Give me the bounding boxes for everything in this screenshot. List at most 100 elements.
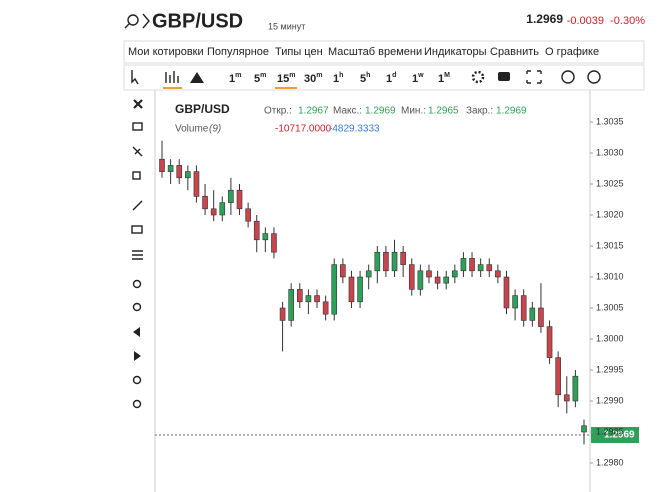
candle-body <box>228 189 234 203</box>
magnet[interactable] <box>132 375 142 385</box>
candle-body <box>253 220 260 241</box>
candle-body <box>495 270 501 278</box>
settings-icon[interactable] <box>471 70 485 84</box>
y-tick-label: 1.3030 <box>596 147 624 157</box>
fullscreen-icon[interactable] <box>526 70 542 84</box>
symbol: GBP/USD <box>152 10 243 32</box>
timeframe[interactable]: 1m <box>229 72 241 85</box>
search-icon[interactable] <box>127 14 139 26</box>
candle-body <box>279 307 286 321</box>
candle-body <box>391 251 398 272</box>
scroll-right[interactable] <box>134 351 141 361</box>
legend-value: 1.2965 <box>428 106 459 117</box>
candle-body <box>365 270 372 278</box>
menu-item[interactable]: О графике <box>545 46 599 58</box>
menu-item[interactable]: Популярное <box>207 46 269 58</box>
candle-body <box>185 171 191 179</box>
timeframe-number: 30 <box>304 73 316 85</box>
search-icon-handle <box>124 23 130 29</box>
line-tool[interactable] <box>132 200 143 211</box>
menu-bar <box>123 40 645 64</box>
y-tick-label: 1.2990 <box>596 395 624 405</box>
candle-body <box>305 295 312 303</box>
volume-label: Volume <box>175 124 209 135</box>
candle-body <box>434 276 441 284</box>
timeframe-number: 1 <box>333 73 339 85</box>
candle-body <box>176 165 183 179</box>
download-icon[interactable] <box>561 70 575 84</box>
candle-body <box>314 295 320 303</box>
candle-body <box>331 264 338 315</box>
candle-body <box>477 264 484 272</box>
candle-body <box>210 208 217 216</box>
candle-body <box>469 258 475 272</box>
volume-value: -4829.3333 <box>329 124 380 135</box>
fib-tool[interactable] <box>132 250 143 260</box>
zoom-out[interactable] <box>132 302 142 312</box>
toolbar <box>123 64 645 91</box>
timeframe[interactable]: 15m <box>277 72 295 85</box>
menu-item[interactable]: Масштаб времени <box>328 46 422 58</box>
scroll-left[interactable] <box>133 327 140 337</box>
timeframe[interactable]: 1w <box>412 72 424 85</box>
legend-label: Откр.: <box>264 106 292 117</box>
timeframe[interactable]: 1d <box>386 72 396 85</box>
legend-value: 1.2967 <box>298 106 329 117</box>
cursor-icon[interactable] <box>131 70 139 85</box>
interval: 15 минут <box>268 21 305 31</box>
timeframe[interactable]: 5m <box>254 72 266 85</box>
candle-body <box>460 258 467 272</box>
y-tick-label: 1.2995 <box>596 364 624 374</box>
candle-body <box>520 295 527 321</box>
y-tick-label: 1.3000 <box>596 333 624 343</box>
timeframe-number: 15 <box>277 73 289 85</box>
candle-body <box>529 307 536 321</box>
timeframe[interactable]: 1h <box>333 72 343 85</box>
candle-body <box>262 233 269 241</box>
legend-symbol: GBP/USD <box>175 102 230 116</box>
timeframe[interactable]: 30m <box>304 72 322 85</box>
y-tick-label: 1.3015 <box>596 240 624 250</box>
reset[interactable] <box>132 399 142 409</box>
timeframe-unit: m <box>260 72 266 79</box>
zoom-in[interactable] <box>132 279 142 289</box>
area-type[interactable] <box>190 72 204 83</box>
candle-body <box>503 276 510 309</box>
legend-label: Мин.: <box>401 106 426 117</box>
rect-tool[interactable] <box>131 225 143 234</box>
camera-icon[interactable] <box>498 72 510 81</box>
menu-item[interactable]: Сравнить <box>490 46 539 58</box>
change: -0.0039 <box>567 15 604 27</box>
menu-item[interactable]: Мои котировки <box>128 46 204 58</box>
upload-icon[interactable] <box>587 70 601 84</box>
candle-body <box>538 307 544 327</box>
candle-body <box>408 264 415 290</box>
candle-body <box>555 357 561 396</box>
last-price-badge <box>591 427 639 443</box>
candle-body <box>486 264 493 272</box>
tool-icon[interactable] <box>132 146 143 157</box>
timeframe[interactable]: 5h <box>360 72 370 85</box>
close-tool[interactable] <box>133 99 143 109</box>
candle-body <box>322 301 329 315</box>
y-tick-label: 1.3035 <box>596 116 624 126</box>
candle-body <box>202 196 208 210</box>
y-tick-label: 1.3020 <box>596 209 624 219</box>
menu-item[interactable]: Типы цен <box>275 46 323 58</box>
candles-type[interactable] <box>165 71 179 83</box>
tool-icon[interactable] <box>132 122 143 131</box>
candle-body <box>159 158 165 172</box>
candle-body <box>452 270 458 278</box>
timeframe-number: 5 <box>254 73 260 85</box>
timeframe-unit: m <box>235 72 241 79</box>
timeframe-number: 5 <box>360 73 366 85</box>
volume-period: (9) <box>209 124 221 135</box>
tool-icon[interactable] <box>132 171 141 180</box>
legend-value: 1.2969 <box>365 106 396 117</box>
y-tick-label: 1.2985 <box>596 426 624 436</box>
timeframe[interactable]: 1M <box>438 72 450 85</box>
menu-item[interactable]: Индикаторы <box>424 46 487 58</box>
timeframe-unit: d <box>392 72 396 79</box>
candle-body <box>236 189 243 210</box>
